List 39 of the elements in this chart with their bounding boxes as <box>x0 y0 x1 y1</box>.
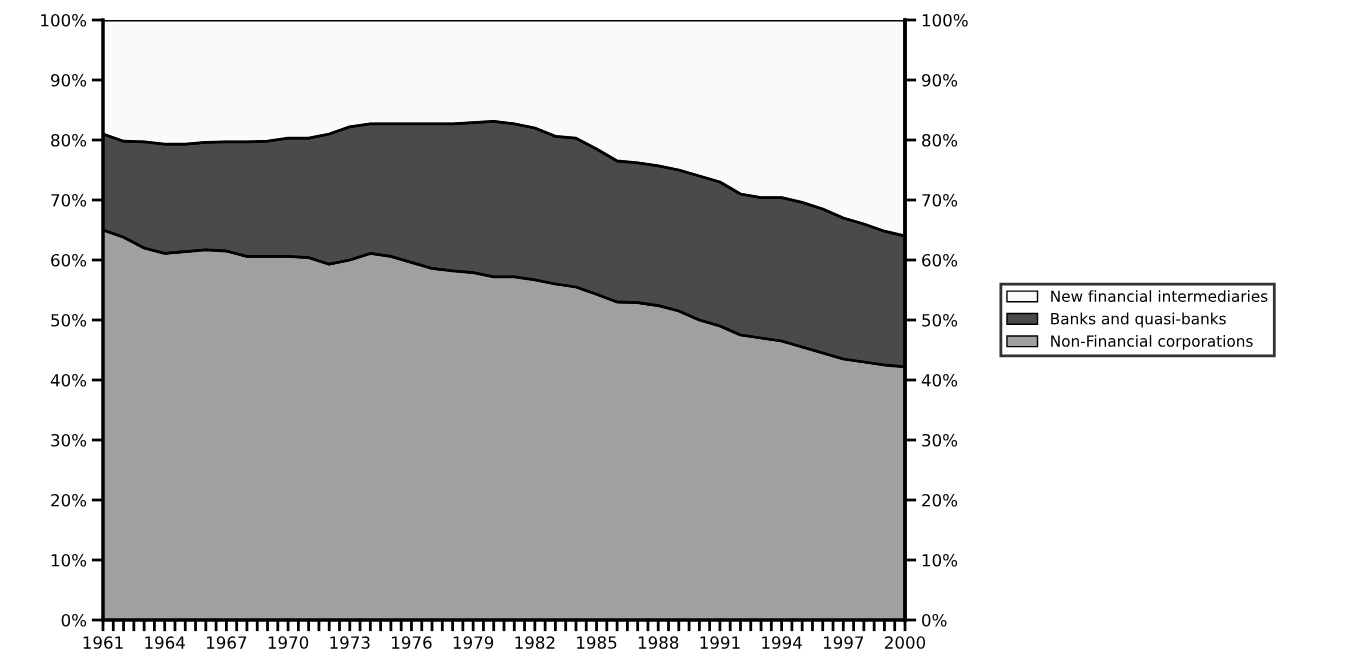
y2-tick-label: 20% <box>922 493 958 507</box>
x-tick-label: 1982 <box>515 636 555 649</box>
y2-tick-label: 80% <box>922 133 958 147</box>
y-tick-label: 100% <box>41 13 87 27</box>
y-tick-label: 0% <box>61 613 87 627</box>
y2-tick-label: 90% <box>922 73 958 87</box>
y-tick-label: 90% <box>51 73 87 87</box>
x-tick-label: 1997 <box>823 636 864 649</box>
y-tick-label: 50% <box>51 313 87 327</box>
legend-label: Non-Financial corporations <box>1051 335 1253 350</box>
x-tick-label: 1985 <box>577 636 617 649</box>
x-tick-label: 1994 <box>762 636 802 649</box>
y2-tick-label: 30% <box>922 433 958 447</box>
x-tick-label: 1991 <box>700 636 740 649</box>
y-tick-label: 80% <box>51 133 87 147</box>
x-tick-label: 1973 <box>330 636 370 649</box>
y-tick-label: 10% <box>51 553 87 567</box>
y2-tick-label: 60% <box>922 253 958 267</box>
x-tick-label: 1964 <box>145 636 185 649</box>
x-tick-label: 1961 <box>83 636 123 649</box>
y-tick-label: 40% <box>50 373 87 387</box>
legend-label: Banks and quasi-banks <box>1051 312 1226 328</box>
y2-tick-label: 100% <box>922 13 968 27</box>
y2-tick-label: 40% <box>921 373 958 387</box>
x-tick-label: 1970 <box>268 636 309 649</box>
y2-tick-label: 10% <box>922 553 958 567</box>
x-tick-label: 2000 <box>885 636 926 649</box>
y-tick-label: 30% <box>51 433 87 447</box>
x-tick-label: 1988 <box>638 636 679 649</box>
x-tick-label: 1976 <box>392 636 432 649</box>
x-tick-label: 1979 <box>453 636 494 649</box>
y2-tick-label: 70% <box>922 193 958 207</box>
y-tick-label: 20% <box>51 493 87 507</box>
legend-label: New financial intermediaries <box>1051 290 1268 303</box>
y-tick-label: 60% <box>51 253 87 267</box>
x-tick-label: 1967 <box>207 636 247 649</box>
y2-tick-label: 0% <box>922 613 947 627</box>
y-tick-label: 70% <box>51 193 87 207</box>
y2-tick-label: 50% <box>922 313 958 327</box>
